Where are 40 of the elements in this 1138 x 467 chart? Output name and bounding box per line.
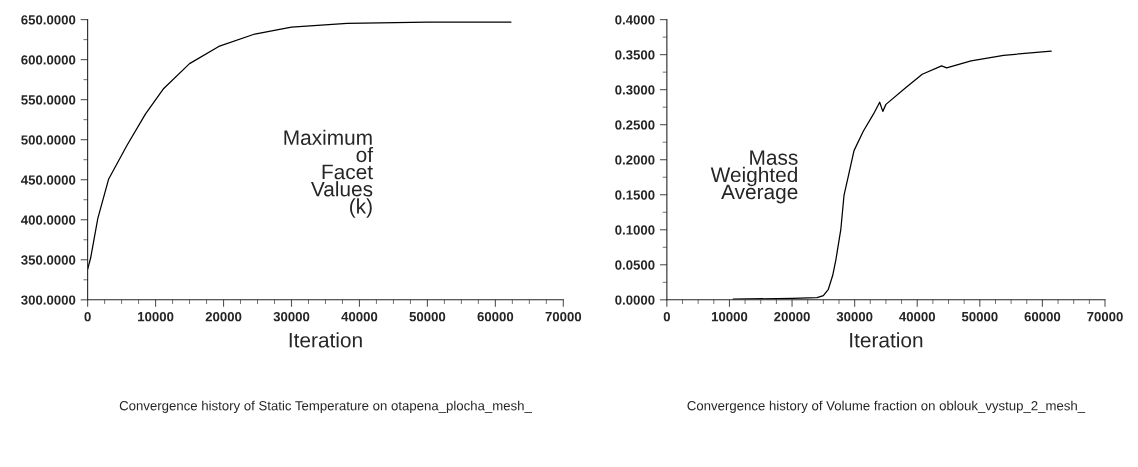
y-tick-label: 600.0000 xyxy=(21,55,76,65)
x-tick-label: 20000 xyxy=(205,311,242,322)
y-tick-label: 650.0000 xyxy=(21,15,76,25)
y-tick-label: 0.2500 xyxy=(615,120,655,130)
y-axis-title: Mass Weighted Average xyxy=(710,150,798,204)
y-tick-label: 0.3000 xyxy=(615,85,655,95)
y-axis-title: Maximum of Facet Values (k) xyxy=(284,129,374,218)
x-tick-label: 40000 xyxy=(899,311,936,322)
line-series xyxy=(87,21,512,271)
x-tick-label: 70000 xyxy=(1087,311,1123,322)
y-tick-label: 400.0000 xyxy=(20,215,76,225)
x-tick-label: 20000 xyxy=(774,311,810,322)
y-tick-label: 0.0000 xyxy=(615,295,655,305)
y-tick-label: 350.0000 xyxy=(21,255,76,265)
x-tick-label: 60000 xyxy=(1024,311,1061,322)
y-tick-label: 0.2000 xyxy=(615,155,655,165)
x-tick-label: 50000 xyxy=(409,311,446,322)
y-tick-label: 450.0000 xyxy=(20,175,76,185)
x-tick-label: 50000 xyxy=(961,311,998,322)
y-tick-label: 0.1500 xyxy=(615,190,655,200)
x-tick-label: 0 xyxy=(84,311,91,322)
x-tick-label: 0 xyxy=(663,311,670,322)
text: Convergence history of Static Temperature on otapena_plocha_mesh_ xyxy=(119,400,532,413)
y-tick-label: 0.0500 xyxy=(615,260,655,270)
x-tick-label: 60000 xyxy=(477,311,514,322)
text: Convergence history of Volume fraction on oblouk_vystup_2_mesh_ xyxy=(687,400,1086,413)
y-tick-label: 550.0000 xyxy=(21,95,76,105)
y-tick-label: 0.3500 xyxy=(615,50,655,60)
x-tick-label: 10000 xyxy=(138,311,174,322)
y-tick-label: 500.0000 xyxy=(21,135,76,145)
x-axis-title: Iteration xyxy=(289,332,362,348)
x-tick-label: 30000 xyxy=(273,311,310,322)
x-tick-label: 40000 xyxy=(341,311,378,322)
y-tick-label: 300.0000 xyxy=(21,295,76,305)
y-tick-label: 0.4000 xyxy=(615,15,655,25)
y-tick-label: 0.1000 xyxy=(615,225,655,235)
x-tick-label: 10000 xyxy=(711,311,748,322)
x-tick-label: 70000 xyxy=(545,311,582,322)
x-axis-title: Iteration xyxy=(850,332,923,348)
x-tick-label: 30000 xyxy=(836,311,873,322)
